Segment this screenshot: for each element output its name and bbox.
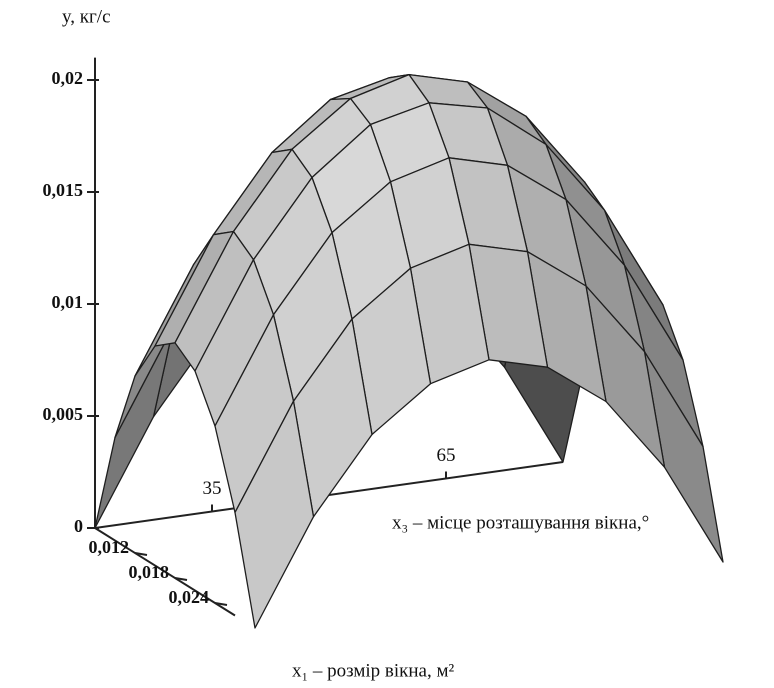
y-tick (134, 552, 148, 556)
z-tick-label: 0,02 (52, 68, 84, 88)
x-axis-title: x₃ – місце розташування вікна,° (392, 512, 649, 533)
y-tick-label: 0,012 (89, 537, 130, 557)
x-tick-label: 65 (437, 445, 456, 466)
z-tick-label: 0 (74, 516, 83, 536)
y-tick-label: 0,018 (129, 562, 170, 582)
y-tick (174, 577, 188, 581)
z-tick-label: 0,015 (43, 180, 84, 200)
surface-patch (234, 400, 315, 629)
x-tick-label: 35 (203, 478, 222, 499)
y-axis (94, 527, 236, 617)
z-tick-label: 0,01 (52, 292, 84, 312)
z-axis-title: y, кг/с (62, 6, 111, 27)
y-tick (214, 602, 228, 606)
surface-patch (94, 325, 175, 529)
y-axis-title: x₁ – розмір вікна, м² (292, 660, 455, 681)
z-tick-label: 0,005 (43, 404, 84, 424)
y-tick-label: 0,024 (169, 587, 210, 607)
surface (94, 73, 724, 629)
